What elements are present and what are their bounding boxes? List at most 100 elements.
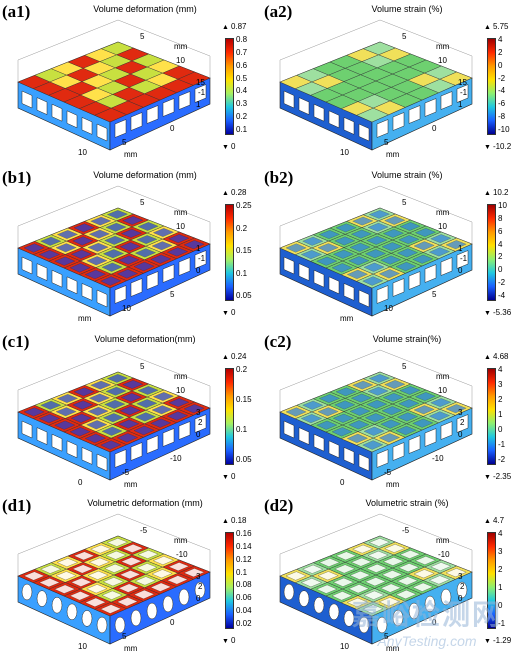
axis-label: 0 [432,124,437,133]
lattice-hole [134,412,156,422]
front-opening [36,590,48,607]
colorbar [487,532,496,629]
front-opening [66,440,78,459]
front-opening [36,263,48,281]
lattice-hole [348,420,370,430]
lattice-hole [414,228,436,237]
colorbar-tick: 0.05 [236,291,252,300]
axis-label: -10 [170,454,182,463]
axis-label: -1 [460,88,468,97]
axis-label: -1 [198,254,206,263]
axis-label: mm [386,644,400,653]
lattice-hole [334,564,356,574]
axis-label: mm [174,42,188,51]
panel-title: Volumetric strain (%) [365,498,449,508]
front-opening [96,616,108,634]
lattice-hole [88,229,110,239]
lattice-hole [362,276,384,286]
axis-label: mm [436,208,450,217]
panel-label: (c2) [264,332,292,351]
colorbar-tick: 2 [498,47,503,57]
front-opening [283,420,295,439]
axis-label: mm [386,150,400,159]
panel-title: Volume deformation (mm) [93,170,197,180]
up-triangle-icon: ▲ [484,24,491,31]
lattice-hole [183,404,205,414]
colorbar-tick: -2 [498,73,506,83]
lattice-hole [399,386,421,395]
colorbar-tick: -8 [498,112,506,122]
colorbar-tick: 4 [498,239,503,249]
panel-title: Volume strain(%) [372,334,442,344]
colorbar-max-value: 0.18 [230,516,247,525]
front-opening [66,603,78,621]
front-opening [376,616,388,634]
lattice-hole [136,563,158,572]
lattice-hole [102,249,124,259]
front-opening [130,442,143,461]
lattice-hole [384,380,406,389]
colorbar-tick: 2 [498,565,503,574]
colorbar-tick: 0.15 [236,395,252,404]
axis-label: 0 [458,594,463,603]
lattice-hole [84,597,106,607]
lattice-hole [445,240,467,250]
lattice-hole [364,577,386,587]
axis-label: -1 [198,88,206,97]
lattice-hole [56,230,78,239]
panel-title: Volume strain (%) [371,4,443,14]
colorbar-tick: 1 [498,583,503,592]
axis-label: 0 [196,430,201,439]
lattice-hole [137,386,159,395]
front-opening [36,427,48,445]
axis-label: -5 [122,468,130,477]
panel-a1: (a1) Volume deformation (mm) ▲ 0.87 ▼ 0 0.8 0.7… [0,0,260,164]
front-opening [162,98,175,117]
lattice-hole [349,406,371,416]
axis-label: -1 [460,254,468,263]
lattice-hole [152,392,174,401]
lattice-hole [348,584,370,594]
colorbar-tick: 0.02 [236,619,252,628]
panel-title: Volume deformation(mm) [94,334,196,344]
axis-label: 5 [402,198,407,207]
panel-label: (b1) [2,168,32,187]
colorbar-tick: 0.1 [236,425,248,434]
panel-label: (a2) [264,2,293,21]
colorbar-tick: 0.16 [236,529,252,538]
lattice-hole [285,407,307,417]
lattice-hole [54,256,76,266]
lattice-hole [150,582,172,592]
colorbar-tick: 0.2 [236,112,248,122]
front-opening [313,596,325,614]
colorbar-max: ▲ 4.68 [484,352,509,361]
lattice-hole [116,433,138,443]
front-opening [298,427,310,445]
lattice-hole [363,426,385,436]
front-opening [51,269,63,288]
lattice-hole [120,557,142,566]
axis-label: 10 [176,56,185,65]
lattice-hole [317,243,339,253]
lattice-hole [335,387,357,397]
colorbar-tick: 0.05 [236,455,252,464]
lattice-hole [378,433,400,443]
axis-label: -10 [432,454,444,463]
axis-label: -5 [384,468,392,477]
colorbar-min-value: -5.36 [492,308,512,317]
colorbar-min-value: -2.35 [492,472,512,481]
lattice-hole [137,222,159,231]
front-opening [178,421,191,440]
lattice-hole [381,406,403,416]
axis-label: 1 [458,244,463,253]
colorbar-tick: -2 [498,278,506,288]
lattice-hole [106,538,129,547]
front-opening [456,250,469,269]
panel-label: (b2) [264,168,294,187]
axis-label: mm [124,480,138,489]
lattice-hole [412,418,434,428]
axis-label: mm [174,372,188,381]
colorbar-max: ▲ 10.2 [484,188,509,197]
colorbar [487,38,496,135]
front-opening [440,257,453,276]
